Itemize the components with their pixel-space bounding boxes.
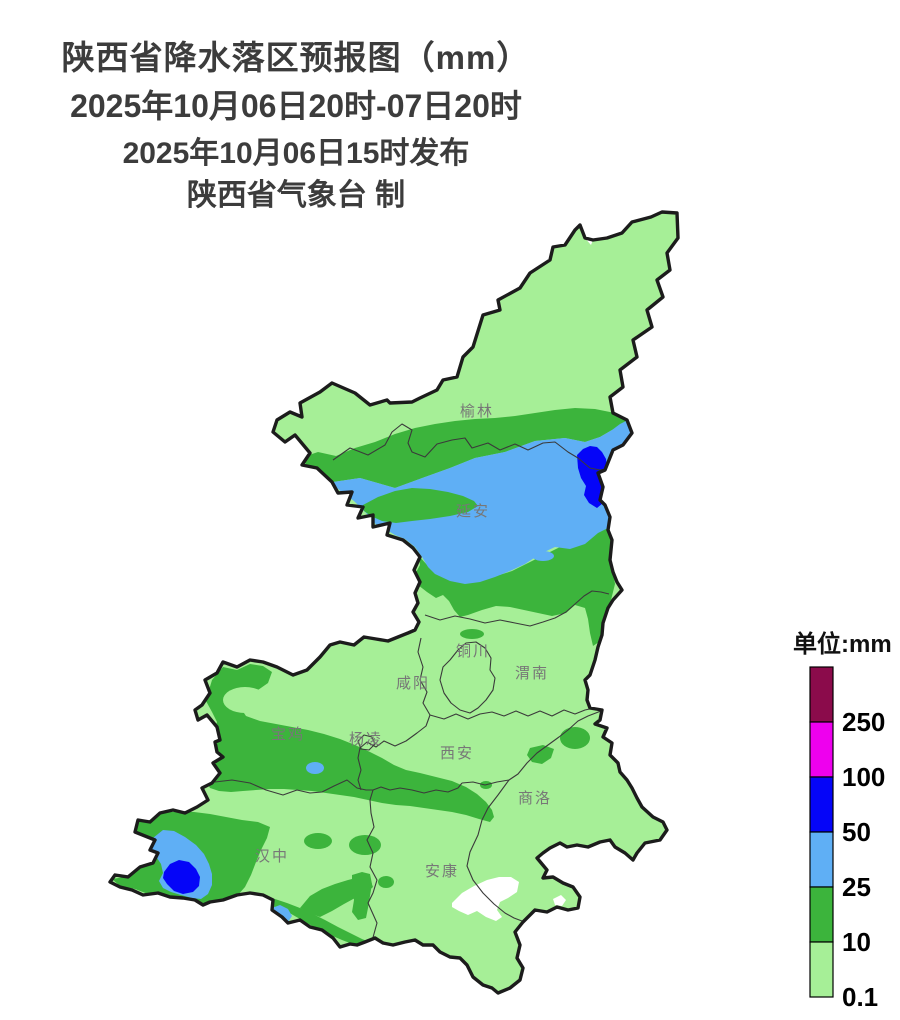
precip-region-10mm-south-band <box>413 525 615 646</box>
precip-region-10mm-w-ankang <box>352 872 372 920</box>
boundary-hanzhong-ankang <box>366 789 378 942</box>
boundary-xian-shangluo <box>461 710 602 786</box>
issuing-agency: 陕西省气象台 制 <box>186 179 406 212</box>
legend-label-50: 50 <box>842 817 871 847</box>
city-labels: 榆林 延安 铜川 渭南 咸阳 宝鸡 杨凌 西安 商洛 汉中 安康 <box>255 403 552 880</box>
legend-label-25: 25 <box>842 872 871 902</box>
boundary-ankang-shangluo <box>466 779 523 922</box>
forecast-period: 2025年10月06日20时-07日20时 <box>70 88 522 124</box>
precip-region-50mm-east <box>577 446 607 508</box>
boundary-tongchuan <box>439 641 496 714</box>
city-label-baoji: 宝鸡 <box>271 726 305 743</box>
precip-region-25mm-yanan-band <box>333 420 632 584</box>
legend-unit-label: 单位:mm <box>793 630 892 658</box>
issue-time: 2025年10月06日15时发布 <box>122 137 470 170</box>
legend-swatch-250 <box>809 666 834 723</box>
legend-swatch-50 <box>809 776 834 833</box>
precip-spot-10mm-shangluo-2 <box>560 727 590 749</box>
boundary-qinling-divide <box>214 779 463 796</box>
no-precip-region-ankang <box>452 877 519 921</box>
no-precip-notch-se <box>553 895 566 906</box>
city-label-yanan: 延安 <box>456 503 490 520</box>
legend-swatch-25 <box>809 831 834 888</box>
boundary-xianyang-xian <box>357 714 431 791</box>
city-label-weinan: 渭南 <box>515 665 549 682</box>
city-label-yulin: 榆林 <box>460 403 494 420</box>
city-label-xian: 西安 <box>440 745 474 762</box>
province-border <box>108 210 680 995</box>
legend: 单位:mm 250 100 50 25 10 0.1 <box>793 630 892 1012</box>
boundary-yanan-weinan <box>424 590 610 627</box>
precip-region-10mm-north-band <box>280 408 633 488</box>
precip-region-10mm-yanan-finger <box>363 488 478 523</box>
precip-region-10mm-baoji <box>206 664 494 822</box>
boundary-xianyang-east <box>417 637 431 716</box>
boundary-xian-weinan <box>429 707 602 720</box>
precip-spot-25mm-baoji <box>306 762 324 774</box>
boundary-yulin-yanan <box>332 423 607 471</box>
legend-swatch-10 <box>809 886 834 943</box>
precip-spot-10mm-ankang <box>378 876 394 888</box>
precip-pocket-0.1mm-baoji <box>223 687 267 713</box>
city-boundaries <box>214 423 610 942</box>
legend-label-250: 250 <box>842 707 885 737</box>
precip-spot-10mm-shangluo-1 <box>527 745 554 764</box>
precip-spot-25mm-small <box>532 551 554 561</box>
city-label-ankang: 安康 <box>425 863 459 880</box>
precip-region-50mm-sw <box>163 860 200 894</box>
city-label-xianyang: 咸阳 <box>396 675 430 692</box>
legend-label-100: 100 <box>842 762 885 792</box>
precip-spot-10mm-tongchuan <box>460 629 484 639</box>
precip-spot-10mm-hanzhong-1 <box>304 833 332 849</box>
city-label-yangling: 杨凌 <box>349 731 383 748</box>
map-title: 陕西省降水落区预报图（mm） <box>61 39 531 76</box>
legend-swatch-0.1 <box>809 941 834 998</box>
city-label-hanzhong: 汉中 <box>255 848 289 865</box>
precip-spot-10mm-hanzhong-2 <box>349 835 381 855</box>
boundary-yangling <box>357 734 376 751</box>
city-label-tongchuan: 铜川 <box>456 643 490 660</box>
legend-swatch-100 <box>809 721 834 778</box>
city-label-shangluo: 商洛 <box>518 790 552 807</box>
legend-label-0.1: 0.1 <box>842 982 878 1012</box>
legend-label-10: 10 <box>842 927 871 957</box>
